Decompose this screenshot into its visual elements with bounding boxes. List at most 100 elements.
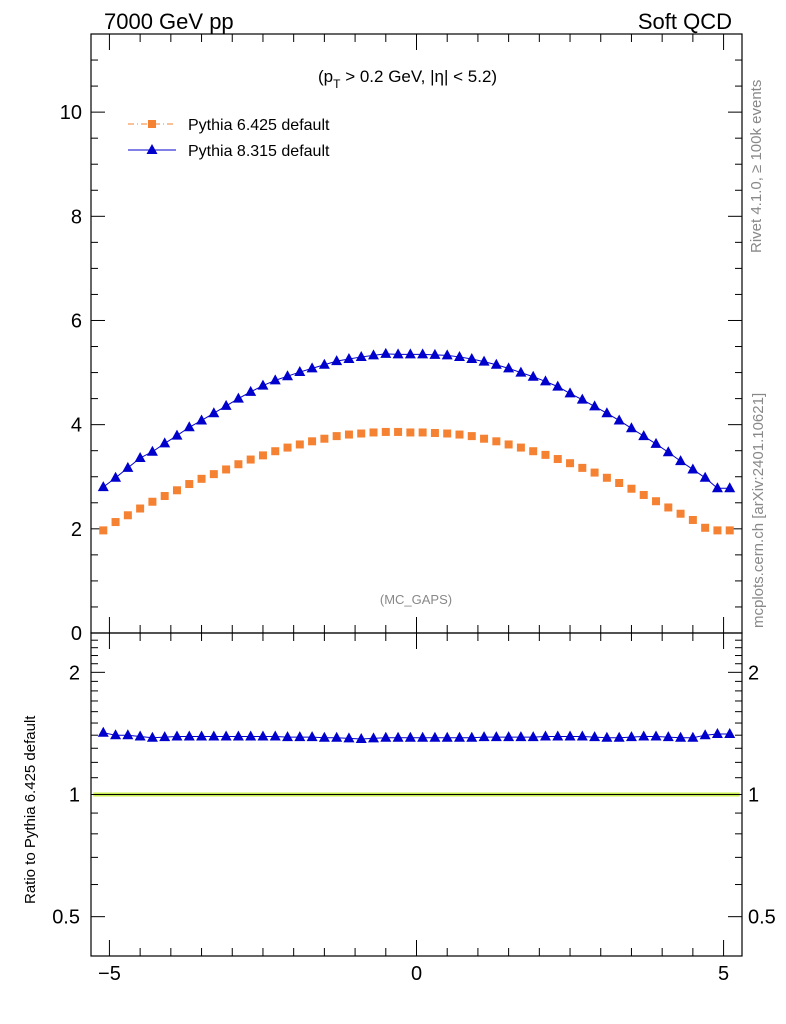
p6-point (652, 497, 661, 506)
ratio-p8-point (196, 730, 208, 741)
ratio-p8-point (650, 730, 662, 741)
p6-point (332, 432, 341, 441)
p8-point (368, 349, 380, 360)
p6-point (676, 509, 685, 518)
p6-point (381, 427, 390, 436)
main-ytick-label: 6 (71, 310, 82, 332)
p6-point (320, 434, 329, 443)
main-ytick-label: 0 (71, 623, 82, 645)
p6-point (688, 515, 697, 524)
legend: Pythia 6.425 default Pythia 8.315 defaul… (128, 117, 330, 160)
ratio-p8-point (306, 731, 318, 742)
p8-point (318, 358, 330, 369)
p8-point (110, 471, 122, 482)
cut-annotation: (pT > 0.2 GeV, |η| < 5.2) (318, 67, 497, 91)
p8-point (675, 455, 687, 466)
p6-point (160, 492, 169, 501)
series-p6-main (99, 427, 734, 535)
p8-point (134, 451, 146, 462)
ratio-p8-point (134, 730, 146, 741)
p8-point (527, 370, 539, 381)
ratio-p8-point (208, 730, 220, 741)
ratio-p8-point (245, 730, 257, 741)
p8-point (699, 471, 711, 482)
ratio-p8-point (171, 730, 183, 741)
series-p8-ratio (97, 726, 736, 744)
ratio-p8-point (564, 730, 576, 741)
p8-point (564, 387, 576, 398)
p6-point (467, 432, 476, 441)
rivet-version: Rivet 4.1.0, ≥ 100k events (748, 80, 765, 253)
p6-point (529, 447, 538, 456)
series-p8-main (97, 347, 736, 493)
p8-point (515, 366, 527, 377)
p6-point (492, 437, 501, 446)
p6-point (222, 465, 231, 474)
header-left: 7000 GeV pp (104, 9, 234, 34)
p8-point (552, 380, 564, 391)
ratio-p8-point (404, 731, 416, 742)
p8-point (220, 399, 232, 410)
ratio-p8-point (257, 730, 269, 741)
xtick-label: 0 (411, 963, 422, 985)
p8-point (490, 358, 502, 369)
p8-point (306, 362, 318, 373)
p6-point (234, 460, 243, 469)
ratio-p8-point (97, 726, 109, 737)
ratio-p8-point (453, 731, 465, 742)
p8-point (441, 349, 453, 360)
p8-point (380, 347, 392, 358)
ratio-p8-point (220, 730, 232, 741)
ratio-p8-point (687, 731, 699, 742)
p8-point (417, 348, 429, 359)
p8-point (539, 375, 551, 386)
p6-point (443, 429, 452, 438)
p6-point (357, 429, 366, 438)
p8-point (355, 350, 367, 361)
main-axis-ticks: 0 2 4 6 8 10 (60, 33, 742, 645)
main-ytick-label: 4 (71, 415, 82, 437)
main-ytick-label: 2 (71, 519, 82, 541)
p6-point (136, 504, 145, 513)
ratio-ytick-label-left: 1 (69, 785, 80, 807)
p8-point (294, 366, 306, 377)
p6-point (148, 497, 157, 506)
ratio-p8-point (515, 731, 527, 742)
header-right: Soft QCD (638, 9, 732, 34)
p6-point (172, 486, 181, 495)
legend-marker-p6 (148, 120, 156, 128)
p8-point (687, 463, 699, 474)
ratio-p8-point (183, 730, 195, 741)
ratio-ytick-label-right: 2 (748, 662, 759, 684)
p8-point (404, 348, 416, 359)
legend-label-p8: Pythia 8.315 default (188, 143, 330, 160)
p8-point (122, 461, 134, 472)
ratio-p8-point (503, 731, 515, 742)
ratio-p8-point (662, 731, 674, 742)
p8-point (331, 355, 343, 366)
ratio-ylabel: Ratio to Pythia 6.425 default (22, 715, 39, 904)
p8-point (343, 353, 355, 364)
p8-point (232, 392, 244, 403)
ratio-p8-point (711, 727, 723, 738)
ratio-p8-point (625, 731, 637, 742)
p6-point (283, 443, 292, 452)
ratio-p8-point (232, 730, 244, 741)
ratio-p8-point (269, 730, 281, 741)
p6-point (566, 459, 575, 468)
ratio-p8-point (552, 730, 564, 741)
ratio-p8-point (601, 731, 613, 742)
p6-point (455, 430, 464, 439)
p8-point (282, 370, 294, 381)
ratio-p8-point (318, 731, 330, 742)
ratio-p8-point (355, 733, 367, 744)
p6-point (111, 518, 120, 527)
ratio-p8-point (110, 729, 122, 740)
ratio-p8-line (103, 732, 730, 740)
p6-point (308, 437, 317, 446)
p8-point (638, 430, 650, 441)
series-p6-ratio (91, 792, 742, 797)
main-ytick-label: 10 (60, 102, 82, 124)
ratio-ytick-label-right: 0.5 (748, 907, 776, 929)
xtick-label: 5 (718, 963, 729, 985)
